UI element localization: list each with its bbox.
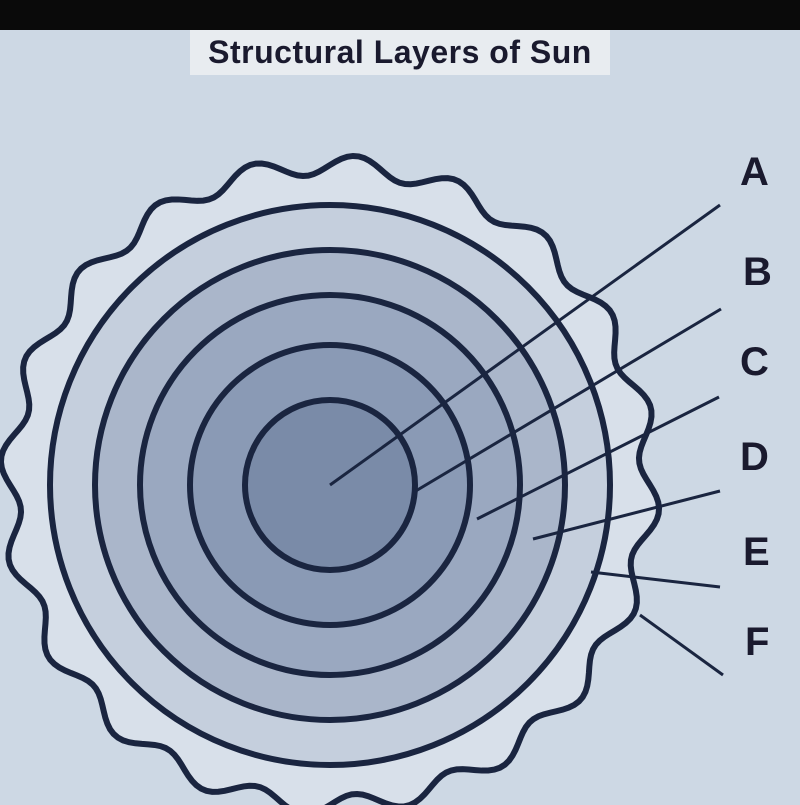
- label-B: B: [743, 250, 772, 294]
- label-F: F: [745, 620, 769, 664]
- label-D: D: [740, 435, 769, 479]
- label-A: A: [740, 150, 769, 194]
- leader-line-F: [640, 615, 723, 675]
- sun-layers-diagram: A B C D E F: [0, 75, 800, 805]
- label-E: E: [743, 530, 770, 574]
- label-C: C: [740, 340, 769, 384]
- diagram-title: Structural Layers of Sun: [190, 30, 610, 75]
- diagram-svg: A B C D E F: [0, 75, 800, 805]
- top-bar: [0, 0, 800, 30]
